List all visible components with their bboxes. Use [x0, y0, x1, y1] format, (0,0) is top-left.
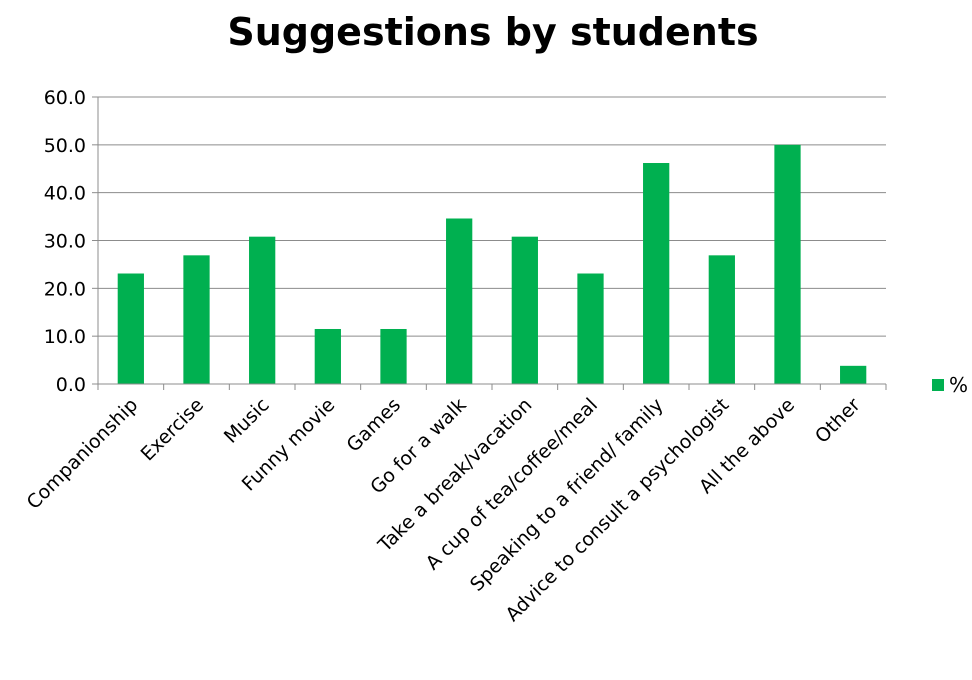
gridlines [98, 96, 886, 337]
axes [92, 96, 887, 390]
y-tick-label: 0.0 [56, 374, 86, 396]
y-tick-labels: 0.0 10.0 20.0 30.0 40.0 50.0 60.0 [44, 87, 86, 396]
bar [643, 163, 670, 384]
bar [774, 144, 801, 384]
x-tick-label: Exercise [137, 394, 208, 465]
bars [117, 144, 867, 384]
bar [446, 218, 473, 384]
y-tick-label: 60.0 [44, 87, 86, 109]
bar [840, 365, 867, 384]
legend: % [932, 373, 968, 397]
bar [314, 328, 341, 384]
legend-label: % [949, 373, 968, 397]
y-tick-label: 30.0 [44, 231, 86, 253]
y-tick-label: 50.0 [44, 135, 86, 157]
y-tick-label: 40.0 [44, 183, 86, 205]
x-tick-label: Other [811, 394, 865, 448]
bar [511, 236, 538, 384]
x-tick-label: Music [220, 394, 274, 448]
y-tick-label: 10.0 [44, 326, 86, 348]
bar [577, 273, 604, 384]
x-tick-label: Companionship [23, 394, 143, 514]
x-tick-label: Games [342, 394, 405, 457]
bar [249, 236, 276, 384]
bar [117, 273, 144, 384]
y-tick-label: 20.0 [44, 278, 86, 300]
bar [183, 255, 210, 384]
bar [708, 255, 735, 384]
legend-swatch [932, 379, 944, 391]
chart-title: Suggestions by students [227, 10, 759, 54]
bar [380, 328, 407, 384]
